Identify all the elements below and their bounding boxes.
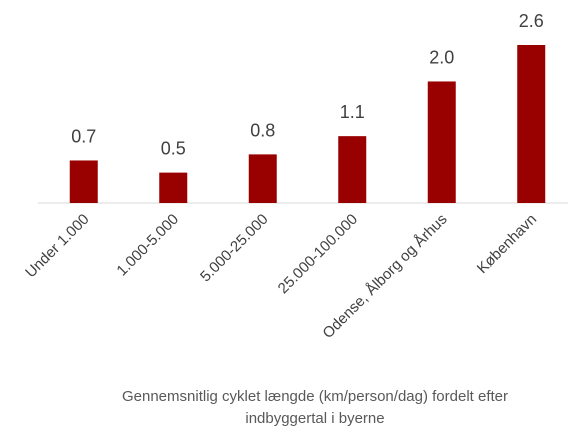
bar	[427, 81, 456, 203]
x-tick-label: København	[474, 211, 540, 277]
value-label: 0.7	[71, 126, 96, 146]
value-label: 1.1	[340, 102, 365, 122]
x-tick-label: 25.000-100.000	[275, 211, 361, 297]
value-label: 0.8	[250, 120, 275, 140]
bar	[338, 136, 367, 203]
value-label: 2.0	[429, 47, 454, 67]
x-tick-label: 5.000-25.000	[197, 211, 272, 286]
bar	[159, 172, 188, 203]
bar	[69, 160, 98, 203]
x-tick-label: 1.000-5.000	[113, 211, 182, 280]
x-tick-label: Under 1.000	[22, 211, 92, 281]
bar	[248, 154, 277, 203]
bar	[517, 45, 546, 203]
value-label: 0.5	[161, 139, 186, 159]
chart-title: Gennemsnitlig cyklet længde (km/person/d…	[121, 388, 508, 427]
value-label: 2.6	[519, 11, 544, 31]
